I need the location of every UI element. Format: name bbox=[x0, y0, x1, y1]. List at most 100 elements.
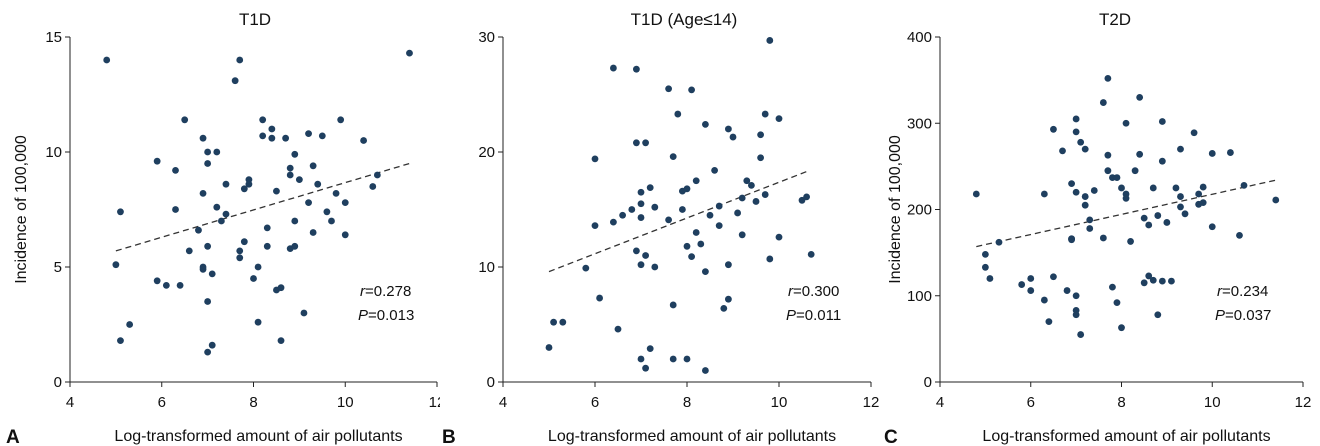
chart-title: T2D bbox=[1099, 10, 1131, 29]
x-axis-label: Log-transformed amount of air pollutants bbox=[982, 428, 1270, 445]
data-point bbox=[1040, 296, 1048, 304]
data-point bbox=[291, 217, 299, 225]
data-point bbox=[683, 185, 691, 193]
x-tick-label: 10 bbox=[771, 394, 788, 411]
data-point bbox=[263, 242, 271, 250]
data-point bbox=[314, 180, 322, 188]
data-point bbox=[1072, 311, 1080, 319]
data-point bbox=[761, 191, 769, 198]
data-point bbox=[236, 247, 244, 255]
data-point bbox=[222, 180, 230, 188]
data-point bbox=[1145, 221, 1153, 229]
data-point bbox=[545, 344, 553, 351]
data-point bbox=[1240, 181, 1248, 189]
data-point bbox=[1136, 93, 1144, 101]
data-point bbox=[1140, 214, 1148, 222]
y-axis-label: Incidence of 100,000 bbox=[13, 135, 30, 284]
x-tick-label: 10 bbox=[1204, 394, 1221, 411]
data-point bbox=[1136, 150, 1144, 158]
data-point bbox=[1068, 180, 1075, 188]
data-point bbox=[610, 64, 617, 72]
data-point bbox=[341, 231, 349, 239]
data-point bbox=[582, 264, 590, 272]
data-point bbox=[1050, 125, 1057, 133]
data-point bbox=[981, 263, 989, 271]
data-point bbox=[1068, 235, 1075, 243]
data-point bbox=[254, 318, 262, 326]
data-point bbox=[692, 229, 700, 236]
data-point bbox=[633, 139, 640, 147]
data-point bbox=[1109, 283, 1116, 291]
panel-a: 0 5 10 15 4 6 8 10 12 T1D Incidence of 100,000 Log-… bbox=[6, 10, 440, 446]
data-point bbox=[245, 180, 253, 188]
data-point bbox=[1195, 190, 1203, 198]
data-point bbox=[972, 190, 980, 198]
data-point bbox=[305, 130, 312, 138]
data-point bbox=[1086, 225, 1094, 232]
data-point bbox=[1272, 196, 1280, 204]
data-point bbox=[981, 250, 989, 258]
x-tick-label: 12 bbox=[1295, 394, 1312, 411]
x-tick-label: 10 bbox=[337, 394, 354, 411]
data-point bbox=[236, 254, 244, 262]
data-point bbox=[309, 229, 317, 236]
data-point bbox=[738, 194, 746, 202]
data-point bbox=[236, 56, 244, 64]
data-point bbox=[610, 218, 617, 226]
data-point bbox=[341, 199, 349, 207]
data-point bbox=[642, 139, 649, 147]
panel-letter: C bbox=[884, 427, 898, 446]
panel-letter: A bbox=[6, 427, 20, 446]
data-point bbox=[748, 181, 755, 189]
data-point bbox=[642, 252, 649, 259]
chart-title: T1D (Age≤14) bbox=[631, 10, 738, 29]
chart-title: T1D bbox=[239, 10, 271, 29]
x-tick-label: 4 bbox=[66, 394, 74, 411]
data-point bbox=[725, 261, 732, 269]
data-point bbox=[185, 247, 193, 255]
x-tick-label: 6 bbox=[1027, 394, 1035, 411]
stat-r: r=0.300 bbox=[788, 283, 839, 300]
x-tick-label: 8 bbox=[1117, 394, 1125, 411]
data-point bbox=[706, 211, 714, 219]
data-point bbox=[1072, 188, 1080, 196]
data-point bbox=[1154, 212, 1162, 219]
data-point bbox=[642, 364, 649, 372]
data-point bbox=[332, 190, 340, 197]
data-point bbox=[176, 282, 184, 289]
x-tick-label: 4 bbox=[499, 394, 507, 411]
data-point bbox=[692, 177, 700, 185]
data-point bbox=[1199, 199, 1207, 207]
data-point bbox=[181, 116, 189, 124]
data-point bbox=[162, 282, 170, 289]
data-point bbox=[596, 294, 603, 302]
panel-b: 0 10 20 30 4 6 8 10 12 T1D (Age≤14) Log-transforme… bbox=[442, 10, 879, 446]
data-point bbox=[628, 206, 636, 213]
data-point bbox=[217, 217, 225, 225]
data-point bbox=[309, 162, 317, 170]
data-point bbox=[591, 222, 599, 230]
data-point bbox=[1145, 272, 1153, 280]
data-point bbox=[720, 305, 728, 312]
data-point bbox=[277, 337, 285, 344]
data-point bbox=[702, 268, 709, 275]
data-point bbox=[240, 238, 248, 246]
data-point bbox=[1118, 184, 1125, 192]
data-point bbox=[1118, 324, 1125, 332]
data-point bbox=[1236, 231, 1243, 239]
data-point bbox=[1149, 276, 1157, 284]
stat-r: r=0.278 bbox=[360, 283, 411, 300]
data-point bbox=[222, 210, 230, 218]
data-point bbox=[172, 206, 179, 213]
y-tick-label: 400 bbox=[907, 29, 932, 46]
data-point bbox=[775, 115, 783, 123]
data-point bbox=[259, 132, 267, 140]
data-point bbox=[665, 216, 672, 224]
data-point bbox=[1104, 75, 1112, 82]
data-point bbox=[766, 37, 774, 44]
data-point bbox=[199, 134, 207, 142]
data-point bbox=[1086, 216, 1094, 224]
data-point bbox=[637, 261, 645, 269]
data-point bbox=[112, 261, 120, 269]
data-point bbox=[734, 209, 741, 217]
